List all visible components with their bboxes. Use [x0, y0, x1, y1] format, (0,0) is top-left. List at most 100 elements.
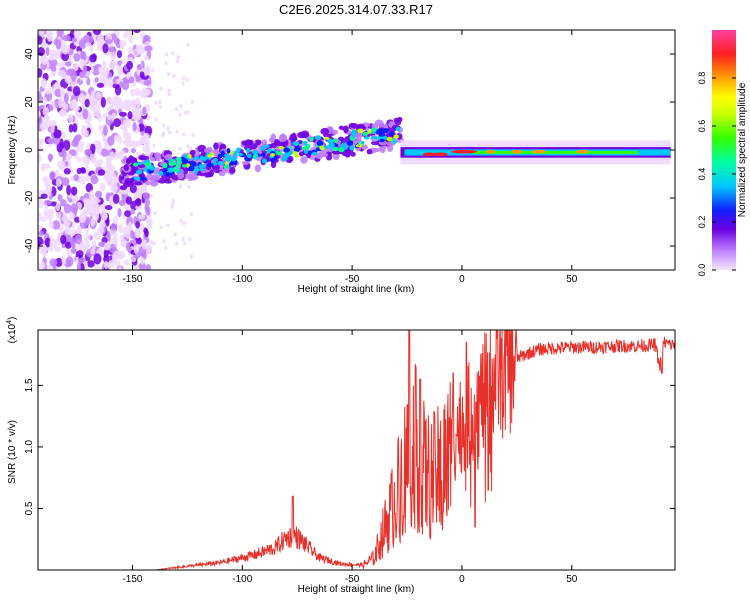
noise-blob — [95, 91, 102, 100]
spectrogram-ticks: -150 -100 -50 0 50 -40 -20 0 20 40 — [24, 30, 675, 285]
noise-blob — [98, 66, 105, 74]
noise-blob — [153, 211, 157, 216]
band-peak — [246, 147, 251, 154]
noise-blob — [46, 264, 52, 270]
noise-blob — [48, 138, 55, 145]
noise-blob — [112, 82, 120, 89]
noise-blob — [111, 112, 116, 119]
noise-blob — [57, 160, 66, 170]
noise-blob — [135, 97, 141, 105]
band-peak — [332, 138, 339, 143]
band-blob — [285, 157, 293, 164]
band-blob — [366, 149, 373, 155]
noise-blob — [104, 260, 109, 270]
band-peak — [383, 128, 390, 134]
noise-blob — [57, 69, 66, 77]
noise-blob — [87, 111, 92, 123]
noise-blob — [78, 140, 85, 148]
band-peak — [283, 147, 290, 153]
noise-blob — [171, 198, 175, 203]
noise-blob — [84, 98, 90, 108]
noise-blob — [188, 237, 192, 242]
band-blob — [374, 119, 384, 127]
y-tick-label: 20 — [24, 96, 35, 108]
x-tick-label: 0 — [459, 274, 465, 285]
noise-blob — [61, 177, 70, 186]
band-peak — [158, 170, 164, 176]
noise-blob — [134, 229, 141, 239]
noise-blob — [141, 239, 147, 250]
band-blob — [255, 139, 262, 146]
noise-blob — [38, 146, 44, 152]
y-tick-label: 40 — [24, 48, 35, 60]
band-blob — [150, 179, 159, 187]
noise-blob — [72, 123, 78, 133]
noise-blob — [154, 101, 158, 106]
noise-blob — [186, 110, 190, 115]
band-blob — [343, 125, 349, 134]
noise-blob — [117, 266, 123, 270]
noise-blob — [166, 72, 171, 77]
noise-blob — [112, 215, 119, 225]
noise-blob — [109, 151, 116, 160]
band-peak — [395, 126, 401, 132]
noise-blob — [57, 193, 63, 202]
band-blob — [289, 133, 296, 140]
noise-blob — [182, 76, 186, 81]
x-tick-label: -50 — [345, 574, 360, 585]
noise-blob — [137, 185, 144, 194]
noise-blob — [176, 55, 180, 60]
noise-blob — [103, 242, 111, 251]
noise-blob — [191, 133, 195, 138]
band-peak — [351, 134, 356, 139]
noise-blob — [103, 254, 110, 264]
noise-blob — [129, 184, 137, 194]
noise-blob — [55, 212, 62, 219]
noise-blob — [104, 204, 113, 211]
noise-blob — [46, 30, 54, 42]
noise-blob — [106, 77, 114, 88]
noise-blob — [71, 99, 78, 109]
noise-blob — [57, 61, 63, 68]
band-blob — [298, 151, 304, 157]
noise-blob — [154, 117, 158, 122]
noise-blob — [152, 241, 156, 246]
noise-blob — [70, 203, 79, 214]
noise-blob — [83, 232, 91, 244]
band-blob — [379, 146, 386, 153]
noise-blob — [48, 153, 53, 163]
band-peak — [201, 156, 207, 162]
band-peak — [226, 148, 231, 154]
noise-blob — [139, 71, 145, 78]
noise-blob — [105, 157, 112, 168]
band-peak — [230, 156, 237, 162]
band-peak — [379, 138, 385, 143]
band-peak — [324, 136, 330, 140]
tone-hotspot — [576, 149, 590, 154]
noise-blob — [127, 221, 133, 231]
band-peak — [371, 127, 377, 132]
noise-blob — [167, 92, 171, 97]
noise-blob — [82, 155, 91, 165]
noise-blob — [97, 169, 106, 176]
band-peak — [217, 153, 223, 159]
noise-blob — [118, 81, 124, 88]
y-tick-label: 0 — [24, 147, 35, 153]
band-blob — [249, 143, 258, 150]
band-peak — [389, 131, 394, 137]
noise-blob — [152, 143, 156, 148]
noise-blob — [143, 227, 148, 234]
snr-y-axis-label: SNR (10 * v/v) — [7, 420, 18, 484]
band-blob — [354, 132, 363, 139]
noise-blob — [58, 97, 64, 109]
noise-blob — [65, 256, 74, 267]
band-blob — [177, 171, 185, 180]
noise-blob — [94, 76, 99, 83]
band-peak — [229, 150, 235, 155]
noise-blob — [45, 47, 50, 56]
band-blob — [151, 174, 161, 182]
noise-blob — [78, 93, 86, 104]
noise-blob — [85, 182, 94, 193]
noise-blob — [183, 110, 187, 115]
